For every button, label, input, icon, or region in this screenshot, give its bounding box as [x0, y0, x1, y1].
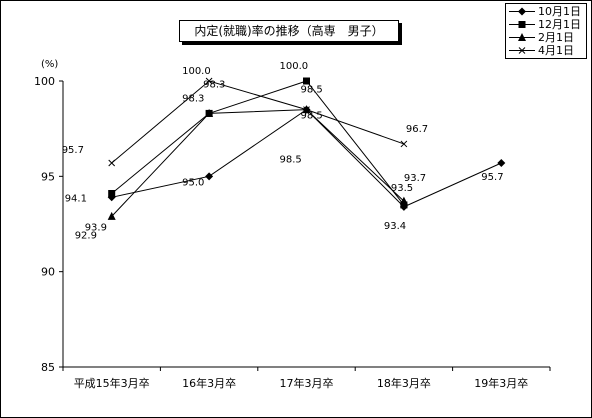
legend-marker	[518, 47, 526, 54]
legend-swatch	[509, 33, 535, 41]
series-3-point	[399, 196, 408, 205]
data-label: 93.5	[391, 183, 413, 194]
legend: 10月1日 12月1日 2月1日 4月1日	[505, 3, 587, 59]
legend-item: 10月1日	[506, 5, 586, 18]
series-lines	[111, 80, 502, 217]
series-line-4	[111, 80, 405, 164]
legend-item: 12月1日	[506, 18, 586, 31]
series-line-3	[111, 109, 405, 217]
y-ticks: 85 90 95 100	[34, 75, 63, 374]
data-label: 95.7	[481, 172, 503, 183]
series-4-point	[108, 159, 116, 167]
data-label: 93.7	[404, 173, 426, 184]
series-line-2	[111, 80, 405, 206]
legend-marker	[518, 7, 526, 16]
legend-label: 2月1日	[538, 31, 574, 44]
x-tick-label: 平成15年3月卒	[74, 376, 150, 390]
y-tick-label: 95	[41, 170, 55, 183]
y-tick-label: 100	[34, 75, 55, 88]
data-label: 100.0	[280, 61, 309, 72]
series-4-point	[400, 140, 408, 148]
series-3-point	[107, 211, 116, 220]
series-markers	[107, 77, 506, 220]
chart-title: 内定(就職)率の推移（高専 男子）	[179, 20, 399, 42]
data-label: 98.3	[182, 93, 204, 104]
data-label: 93.4	[384, 221, 406, 232]
legend-marker	[518, 21, 526, 28]
data-label: 95.7	[62, 145, 84, 156]
data-label: 98.5	[301, 85, 323, 96]
series-2-point	[108, 189, 116, 197]
data-label: 93.9	[85, 222, 107, 233]
data-label: 96.7	[406, 124, 428, 135]
data-labels: 93.9 95.0 98.5 93.4 95.7 94.1 98.3 100.0 93.5 92.…	[62, 61, 504, 241]
legend-swatch	[509, 21, 535, 28]
y-tick-label: 90	[41, 266, 55, 279]
legend-label: 12月1日	[538, 18, 581, 31]
data-label: 98.3	[203, 79, 225, 90]
data-label: 95.0	[182, 177, 204, 188]
series-2-point	[400, 201, 408, 209]
legend-swatch	[509, 47, 535, 54]
x-tick-label: 19年3月卒	[474, 376, 528, 390]
series-1-point	[205, 172, 214, 181]
x-tick-label: 17年3月卒	[280, 376, 334, 390]
y-axis-unit: (%)	[41, 59, 58, 70]
data-label: 92.9	[75, 230, 97, 241]
x-ticks: 平成15年3月卒 16年3月卒 17年3月卒 18年3月卒 19年3月卒	[62, 367, 551, 390]
legend-swatch	[509, 7, 535, 16]
legend-item: 4月1日	[506, 44, 586, 57]
data-label: 98.5	[280, 155, 302, 166]
x-tick-label: 16年3月卒	[182, 376, 236, 390]
data-label: 98.5	[301, 111, 323, 122]
series-line-1	[111, 108, 502, 208]
legend-marker	[518, 33, 526, 41]
series-1-point	[497, 158, 506, 167]
data-label: 94.1	[65, 193, 87, 204]
legend-item: 2月1日	[506, 31, 586, 44]
series-2-point	[303, 77, 310, 85]
series-3-point	[205, 108, 214, 117]
legend-label: 4月1日	[538, 44, 574, 57]
series-4-point	[205, 77, 213, 85]
legend-label: 10月1日	[538, 5, 581, 18]
data-label: 100.0	[182, 66, 211, 77]
series-4-point	[303, 106, 310, 113]
x-tick-label: 18年3月卒	[377, 376, 431, 390]
y-tick-label: 85	[41, 361, 55, 374]
